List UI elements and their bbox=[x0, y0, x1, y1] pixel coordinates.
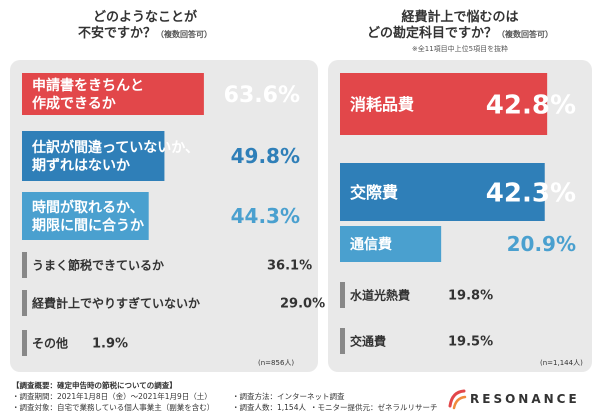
survey-heading: 【調査概要：確定申告時の節税についての調査】 bbox=[12, 381, 177, 390]
survey-respondents: ・調査人数：1,154人 bbox=[232, 403, 306, 412]
value-label: 19.8% bbox=[448, 289, 493, 304]
bar bbox=[340, 73, 548, 135]
right-n-label: (n=1,144人) bbox=[540, 359, 583, 367]
survey-period: ・調査期間：2021年1月8日（金）〜2021年1月9日（土） bbox=[12, 392, 212, 401]
category-label: 申請書をきちんと bbox=[32, 77, 144, 94]
bar bbox=[340, 282, 345, 308]
left-title-line2: 不安ですか？ bbox=[77, 26, 156, 41]
value-label: 20.9% bbox=[507, 232, 576, 256]
value-label: 42.8% bbox=[486, 90, 576, 120]
right-title-line1: 経費計上で悩むのは bbox=[401, 10, 519, 25]
category-label: 期限に間に合うか bbox=[32, 217, 144, 234]
right-subnote: ※全11項目中上位5項目を抜粋 bbox=[411, 45, 509, 53]
resonance-logo-icon bbox=[448, 389, 467, 410]
category-label: 交際費 bbox=[350, 183, 398, 202]
bar bbox=[340, 328, 345, 354]
category-label: 作成できるか bbox=[32, 95, 116, 112]
value-label: 1.9% bbox=[92, 337, 128, 352]
survey-target: ・調査対象：自宅で業務している個人事業主（副業を含む） bbox=[12, 403, 215, 412]
bar bbox=[340, 226, 442, 262]
value-label: 49.8% bbox=[231, 144, 300, 168]
right-title-suffix: （複数回答可） bbox=[497, 30, 553, 39]
survey-footer: 【調査概要：確定申告時の節税についての調査】 ・調査期間：2021年1月8日（金… bbox=[0, 378, 600, 416]
bar bbox=[22, 290, 27, 316]
left-chart-title: どのようなことが 不安ですか？（複数回答可） bbox=[40, 10, 250, 43]
category-label: 通信費 bbox=[350, 236, 392, 253]
category-label: その他 bbox=[32, 335, 68, 350]
bar bbox=[22, 131, 165, 181]
right-title-line2: どの勘定科目ですか？ bbox=[366, 26, 497, 41]
category-label: 経費計上でやりすぎていないか bbox=[32, 295, 200, 310]
survey-method: ・調査方法：インターネット調査 bbox=[232, 392, 345, 401]
category-label: 仕訳が間違っていないか、 bbox=[31, 139, 199, 156]
bar bbox=[22, 192, 149, 240]
category-label: 消耗品費 bbox=[350, 95, 414, 114]
value-label: 29.0% bbox=[280, 297, 325, 312]
category-label: うまく節税できているか bbox=[32, 257, 164, 272]
bar bbox=[22, 330, 27, 356]
bar bbox=[22, 73, 204, 115]
value-label: 44.3% bbox=[231, 204, 300, 228]
category-label: 交通費 bbox=[350, 333, 386, 348]
category-label: 時間が取れるか、 bbox=[32, 199, 144, 216]
left-title-line1: どのようなことが bbox=[92, 10, 197, 25]
survey-monitor: ・モニター提供元：ゼネラルリサーチ bbox=[310, 403, 438, 412]
value-label: 63.6% bbox=[224, 83, 300, 108]
bar bbox=[340, 163, 545, 221]
right-chart-title: 経費計上で悩むのは どの勘定科目ですか？（複数回答可） ※全11項目中上位5項目… bbox=[330, 10, 590, 54]
left-n-label: (n=856人) bbox=[258, 359, 295, 367]
category-label: 水道光熱費 bbox=[350, 287, 410, 302]
bar bbox=[22, 252, 27, 278]
brand-logo-text: RESONANCE bbox=[470, 392, 580, 406]
value-label: 36.1% bbox=[267, 259, 312, 274]
value-label: 42.3% bbox=[486, 178, 576, 208]
value-label: 19.5% bbox=[448, 335, 493, 350]
category-label: 期ずれはないか bbox=[32, 157, 130, 174]
left-title-suffix: （複数回答可） bbox=[156, 30, 212, 39]
